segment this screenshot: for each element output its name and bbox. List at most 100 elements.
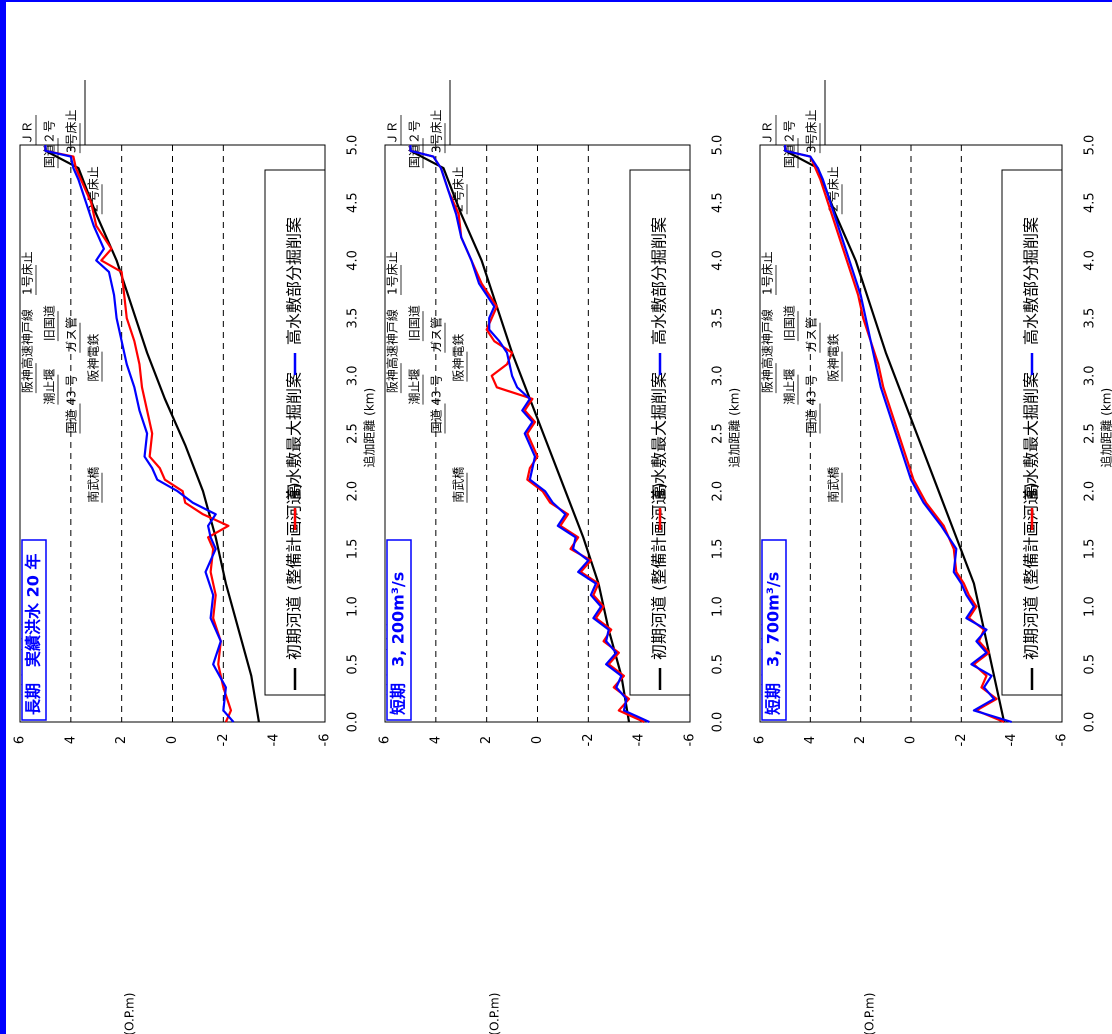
x-tick-label: 1.0 bbox=[346, 596, 361, 617]
y-tick-label: 6 bbox=[753, 736, 768, 744]
x-tick-label: 1.0 bbox=[1083, 596, 1098, 617]
landmark-label: ＪＲ bbox=[761, 121, 775, 145]
y-tick-label: -4 bbox=[632, 734, 647, 747]
landmark-label: 国道２号 bbox=[408, 120, 422, 168]
x-axis-title: 追加距離 (km) bbox=[362, 388, 377, 468]
frame-border-top bbox=[0, 0, 1112, 2]
landmark-label: 3号床止 bbox=[805, 109, 819, 153]
x-axis-title: 追加距離 (km) bbox=[727, 388, 742, 468]
landmark-label: 南武橋 bbox=[86, 467, 101, 503]
landmark-label: 国道２号 bbox=[43, 120, 57, 168]
landmark-label: ２号床止 bbox=[452, 166, 466, 214]
case-label-box bbox=[386, 539, 412, 721]
x-tick-label: 0.0 bbox=[711, 712, 726, 733]
y-tick-label: 4 bbox=[63, 736, 78, 744]
y-tick-label: 6 bbox=[378, 736, 393, 744]
x-tick-label: 4.0 bbox=[1083, 250, 1098, 271]
x-tick-label: 0.5 bbox=[1083, 654, 1098, 675]
x-tick-label: 5.0 bbox=[711, 135, 726, 156]
x-tick-label: 1.0 bbox=[711, 596, 726, 617]
landmark-label: 阪神電鉄 bbox=[451, 334, 466, 382]
case-label: 短期 3, 700m³/s bbox=[764, 572, 783, 715]
x-tick-label: 3.5 bbox=[1083, 308, 1098, 329]
case-label-box bbox=[21, 539, 47, 721]
landmark-label: 3号床止 bbox=[430, 109, 444, 153]
x-tick-label: 4.5 bbox=[346, 192, 361, 213]
x-tick-label: 2.0 bbox=[346, 481, 361, 502]
y-tick-label: 4 bbox=[428, 736, 443, 744]
y-tick-label: -6 bbox=[1055, 734, 1070, 747]
x-tick-label: 2.5 bbox=[346, 423, 361, 444]
landmark-label: ＪＲ bbox=[21, 121, 35, 145]
landmark-label: ＪＲ bbox=[386, 121, 400, 145]
legend-label: 高水敷部分掘削案 bbox=[1022, 217, 1041, 345]
landmark-label: 旧国道 bbox=[783, 305, 797, 341]
landmark-label: 国道 43 号 bbox=[430, 375, 444, 434]
x-tick-label: 3.0 bbox=[1083, 365, 1098, 386]
legend-box bbox=[629, 169, 691, 696]
landmark-label: 阪神高速神戸線 bbox=[20, 309, 35, 393]
series-line-3 bbox=[784, 145, 1012, 724]
y-axis-title: 河床高 (O.P.m) bbox=[122, 993, 137, 1034]
x-axis-title: 追加距離 (km) bbox=[1099, 388, 1112, 468]
landmark-label: 1号床止 bbox=[761, 251, 775, 295]
legend-label: 高水敷最大掘削案 bbox=[285, 372, 304, 500]
landmark-label: 国道 43 号 bbox=[65, 375, 79, 434]
legend-label: 初期河道 (整備計画河道) bbox=[285, 482, 304, 660]
y-axis-title: 河床高 (O.P.m) bbox=[487, 993, 502, 1034]
case-label: 短期 3, 200m³/s bbox=[389, 572, 408, 715]
y-tick-label: 2 bbox=[479, 736, 494, 744]
y-axis-title: 河床高 (O.P.m) bbox=[862, 993, 877, 1034]
x-tick-label: 0.5 bbox=[346, 654, 361, 675]
x-tick-label: 4.0 bbox=[346, 250, 361, 271]
landmark-label: 南武橋 bbox=[826, 467, 841, 503]
legend-label: 高水敷部分掘削案 bbox=[650, 217, 669, 345]
landmark-label: 潮止堰 bbox=[42, 369, 57, 405]
y-tick-label: 4 bbox=[803, 736, 818, 744]
landmark-label: 国道 43 号 bbox=[805, 375, 819, 434]
y-tick-label: 0 bbox=[904, 736, 919, 744]
legend-box bbox=[264, 169, 326, 696]
chart-panel-2: 6 4 2 0 -2 -4 -6 0.0 0.5 1.0 1.5 2.0 2.5 3.0 3.5 4.0 4.5… bbox=[378, 80, 742, 1034]
x-tick-label: 2.5 bbox=[1083, 423, 1098, 444]
x-tick-label: 2.0 bbox=[1083, 481, 1098, 502]
landmark-label: 3号床止 bbox=[65, 109, 79, 153]
y-tick-label: 2 bbox=[114, 736, 129, 744]
x-tick-label: 4.0 bbox=[711, 250, 726, 271]
landmark-label: 阪神電鉄 bbox=[86, 334, 101, 382]
y-tick-label: 6 bbox=[13, 736, 28, 744]
landmark-label: 旧国道 bbox=[43, 305, 57, 341]
y-tick-label: -2 bbox=[954, 734, 969, 747]
x-tick-label: 3.5 bbox=[711, 308, 726, 329]
legend-label: 初期河道 (整備計画河道) bbox=[650, 482, 669, 660]
landmark-label: 潮止堰 bbox=[407, 369, 422, 405]
series-line-3 bbox=[409, 145, 650, 724]
case-label: 長期 実績洪水 20 年 bbox=[24, 554, 43, 715]
landmark-label: 阪神高速神戸線 bbox=[760, 309, 775, 393]
y-tick-label: -6 bbox=[318, 734, 333, 747]
landmark-label: 阪神電鉄 bbox=[826, 334, 841, 382]
x-tick-label: 4.5 bbox=[711, 192, 726, 213]
x-tick-label: 0.0 bbox=[346, 712, 361, 733]
series-line-2 bbox=[784, 145, 1005, 724]
x-tick-label: 0.5 bbox=[711, 654, 726, 675]
legend-label: 高水敷最大掘削案 bbox=[650, 372, 669, 500]
landmark-label: ガス管 bbox=[804, 317, 819, 353]
x-tick-label: 1.5 bbox=[1083, 539, 1098, 560]
x-tick-label: 4.5 bbox=[1083, 192, 1098, 213]
x-tick-label: 1.5 bbox=[346, 539, 361, 560]
frame-border-left bbox=[0, 0, 6, 1034]
landmark-label: 1号床止 bbox=[21, 251, 35, 295]
x-tick-label: 5.0 bbox=[1083, 135, 1098, 156]
landmark-label: ガス管 bbox=[64, 317, 79, 353]
chart-panel-3: 6 4 2 0 -2 -4 -6 0.0 0.5 1.0 1.5 2.0 2.5 3.0 3.5 4.0 4.5… bbox=[753, 80, 1112, 1034]
landmark-label: 旧国道 bbox=[408, 305, 422, 341]
legend-label: 高水敷最大掘削案 bbox=[1022, 372, 1041, 500]
y-tick-label: -2 bbox=[581, 734, 596, 747]
legend-label: 初期河道 (整備計画河道) bbox=[1022, 482, 1041, 660]
landmark-label: 阪神高速神戸線 bbox=[385, 309, 400, 393]
y-tick-label: 2 bbox=[853, 736, 868, 744]
landmark-label: 潮止堰 bbox=[782, 369, 797, 405]
